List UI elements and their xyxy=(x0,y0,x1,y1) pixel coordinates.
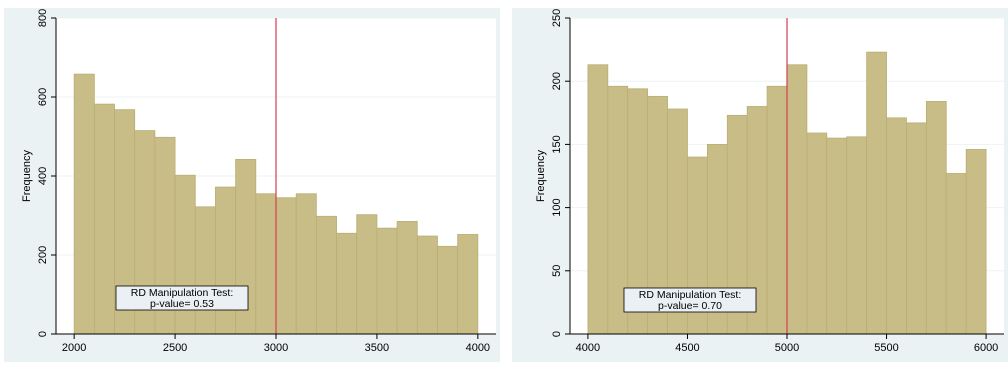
note-line: RD Manipulation Test: xyxy=(639,289,742,301)
histogram-bar xyxy=(376,227,398,335)
rd-manipulation-test-note: RD Manipulation Test:p-value= 0.53 xyxy=(115,285,249,311)
histogram-bar xyxy=(866,51,887,335)
histogram-bar xyxy=(786,64,808,335)
y-tick-label: 0 xyxy=(551,331,563,337)
x-tick-label: 6000 xyxy=(974,342,998,354)
y-tick-label: 800 xyxy=(37,9,49,27)
histogram-bar xyxy=(906,122,927,335)
histogram-bar xyxy=(846,136,868,335)
note-box xyxy=(623,287,757,313)
histogram-bar xyxy=(965,149,987,335)
rd-manipulation-test-note: RD Manipulation Test:p-value= 0.70 xyxy=(623,287,757,313)
y-tick-label: 600 xyxy=(37,88,49,106)
x-tick-label: 4000 xyxy=(466,342,490,354)
note-box xyxy=(115,285,249,311)
x-tick-label: 3500 xyxy=(365,342,389,354)
chart-panel-2: 0 50 100 150 200 250 4000 4500 5000 5500 6000 Frequ… xyxy=(512,8,1008,362)
y-tick-label: 400 xyxy=(37,167,49,185)
histogram-bar xyxy=(945,173,967,335)
histogram-bar xyxy=(437,245,459,335)
y-axis-title: Frequency xyxy=(535,150,547,202)
y-tick-label: 100 xyxy=(551,198,563,216)
histogram-bar xyxy=(396,221,418,335)
y-tick-label: 50 xyxy=(551,265,563,277)
y-tick-label: 200 xyxy=(551,72,563,90)
histogram-bar xyxy=(886,117,907,335)
histogram-bar xyxy=(806,132,828,335)
x-tick-label: 4500 xyxy=(675,342,699,354)
histogram-bar xyxy=(766,85,788,335)
y-tick-label: 250 xyxy=(551,9,563,27)
histogram-bar xyxy=(336,232,358,335)
histogram-bar xyxy=(587,64,609,335)
note-line: p-value= 0.53 xyxy=(150,298,214,310)
x-tick-label: 3000 xyxy=(264,342,288,354)
histogram-bar xyxy=(275,197,297,335)
note-line: RD Manipulation Test: xyxy=(131,287,234,299)
histogram-bar xyxy=(93,103,115,335)
histogram-bar xyxy=(255,193,277,335)
histogram-bar xyxy=(194,206,216,335)
histogram-bar xyxy=(215,186,237,335)
x-tick-label: 2500 xyxy=(163,342,187,354)
histogram-bar xyxy=(356,214,378,335)
y-tick-label: 200 xyxy=(37,246,49,264)
y-tick-label: 150 xyxy=(551,135,563,153)
histogram-bar xyxy=(925,101,947,335)
note-line: p-value= 0.70 xyxy=(658,300,722,312)
histogram-bar xyxy=(416,235,438,335)
x-tick-label: 2000 xyxy=(62,342,86,354)
histogram-bar xyxy=(315,215,337,335)
chart-panel-1: 0 200 400 600 800 2000 2500 3000 3500 4000 Frequen… xyxy=(4,8,500,362)
x-tick-label: 5500 xyxy=(874,342,898,354)
y-axis-title: Frequency xyxy=(21,150,33,202)
x-tick-label: 5000 xyxy=(775,342,799,354)
histogram-bar xyxy=(295,193,317,335)
histogram-bar xyxy=(826,137,848,335)
histogram-bar xyxy=(457,234,479,335)
y-tick-label: 0 xyxy=(37,331,49,337)
x-tick-label: 4000 xyxy=(576,342,600,354)
histogram-bar xyxy=(73,73,95,335)
